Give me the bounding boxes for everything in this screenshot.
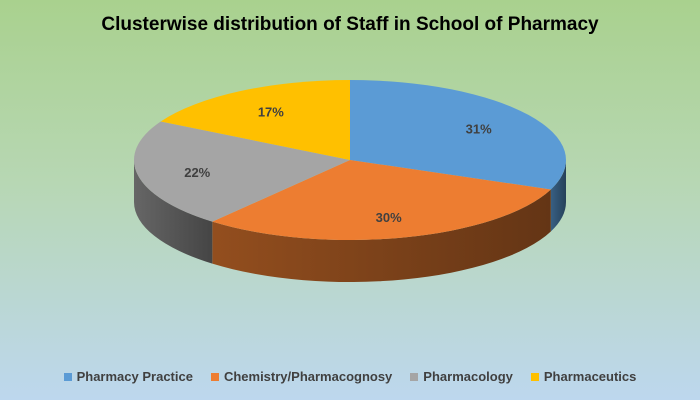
pie-labels: 31% 30% 22% 17% [184,104,492,224]
legend-label: Pharmacy Practice [76,369,193,384]
legend-swatch [210,372,219,381]
pie-side-0 [550,160,566,232]
pie-slice-2 [134,121,350,222]
legend-item: Pharmacology [410,369,513,384]
legend-item: Pharmacy Practice [63,369,193,384]
legend-item: Chemistry/Pharmacognosy [210,369,393,384]
pie-slice-1 [212,160,551,240]
legend-item: Pharmaceutics [530,369,637,384]
pie-sides [134,160,566,282]
pie-side-2 [134,160,213,264]
legend: Pharmacy Practice Chemistry/Pharmacognosy… [0,369,700,384]
data-label-1: 30% [376,210,402,225]
chart-title: Clusterwise distribution of Staff in Sch… [101,14,599,35]
legend-swatch [410,372,419,381]
legend-label: Pharmacology [423,369,513,384]
legend-label: Pharmaceutics [543,369,637,384]
pie-slice-3 [160,80,350,160]
pie-tops [134,80,566,240]
data-label-0: 31% [466,122,492,137]
data-label-3: 17% [258,104,284,119]
pie-side-1 [212,189,551,282]
legend-swatch [63,372,72,381]
legend-swatch [530,372,539,381]
legend-label: Chemistry/Pharmacognosy [223,369,393,384]
pie-slice-0 [350,80,566,190]
data-label-2: 22% [184,165,210,180]
